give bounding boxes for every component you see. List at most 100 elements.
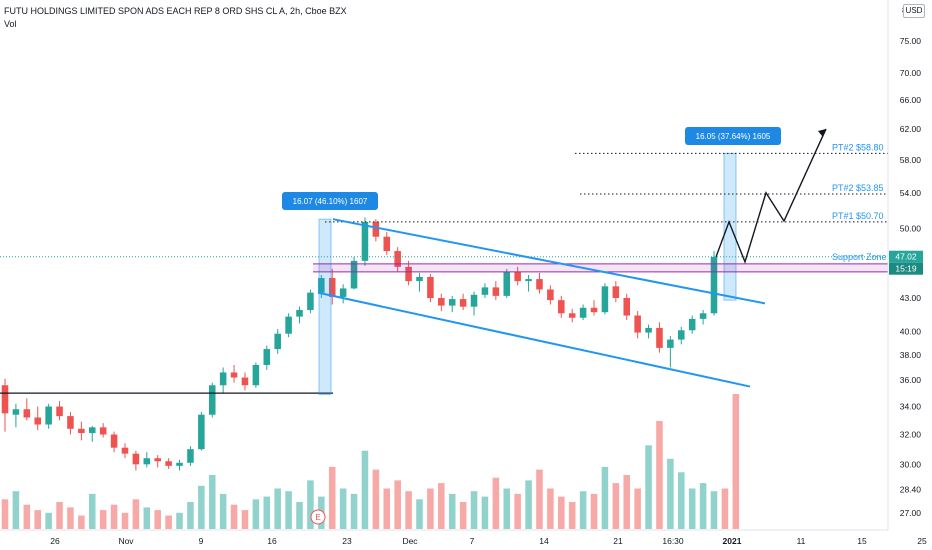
candle (710, 251, 718, 316)
candle (230, 364, 238, 383)
candle (241, 372, 249, 391)
candle-body (252, 364, 260, 386)
volume-bar (56, 502, 63, 529)
candle-body (536, 279, 543, 290)
candle-body (394, 251, 401, 267)
time-tick-label: 21 (613, 536, 623, 546)
candle-body (318, 278, 325, 293)
channel-lower-line (317, 291, 751, 388)
volume-bar (688, 488, 696, 529)
candle (274, 329, 281, 354)
volume-bar (568, 502, 576, 529)
candle-body (78, 428, 85, 434)
volume-bar (208, 475, 216, 529)
candle (132, 450, 140, 471)
time-tick-label: 7 (470, 536, 475, 546)
currency-button[interactable]: USD (903, 4, 925, 18)
volume-bar (361, 450, 369, 529)
price-tick-label: 27.00 (900, 508, 922, 518)
candle (699, 309, 707, 325)
candle (678, 326, 685, 345)
candle-body (121, 447, 129, 454)
candle (427, 273, 434, 303)
volume-bar (503, 488, 511, 529)
candle-body (634, 315, 641, 333)
candle (536, 272, 543, 294)
candle-body (678, 330, 685, 340)
volume-bar (416, 499, 423, 529)
candle (154, 455, 161, 468)
candle (416, 272, 423, 292)
channel-upper-line (332, 218, 766, 305)
candle (78, 421, 85, 441)
volume-bar (165, 515, 172, 529)
candle-body (143, 458, 151, 465)
candle (23, 398, 31, 421)
volume-bar (470, 491, 478, 529)
target-label: PT#2 $53.85 (832, 183, 884, 193)
price-tick-label: 38.00 (900, 350, 922, 360)
volume-bar (252, 499, 260, 529)
candle-body (88, 427, 96, 434)
candle (481, 283, 489, 299)
candle (470, 291, 478, 316)
candle (219, 367, 227, 394)
candle-body (623, 298, 631, 316)
volume-bar (634, 488, 641, 529)
candle-body (12, 409, 20, 415)
candle-body (492, 287, 500, 296)
price-tick-label: 40.00 (900, 326, 922, 336)
price-tick-label: 75.00 (900, 36, 922, 46)
price-tick-label: 36.00 (900, 375, 922, 385)
volume-bar (45, 512, 52, 529)
volume-bar (394, 480, 401, 529)
candle-body (99, 427, 107, 435)
volume-bar (656, 421, 663, 529)
candle-body (547, 289, 554, 301)
time-tick-label: Dec (402, 536, 418, 546)
volume-bar (699, 483, 707, 529)
candle (12, 403, 20, 428)
volume-bar (623, 475, 631, 529)
measure-box (318, 218, 332, 395)
candle (579, 304, 587, 321)
candle-body (427, 277, 434, 299)
price-tick-label: 28.40 (900, 485, 922, 495)
volume-bar (176, 512, 183, 529)
volume-bar (525, 480, 532, 529)
volume-bar (132, 499, 140, 529)
earnings-marker-label: E (315, 513, 320, 522)
volume-bar (372, 469, 380, 529)
volume-bar (601, 466, 609, 529)
candle (623, 293, 631, 321)
volume-bar (514, 493, 521, 529)
candle (88, 425, 96, 442)
candle-body (514, 271, 521, 282)
volume-bar (143, 507, 151, 529)
volume-bar (558, 496, 565, 529)
candle-body (579, 307, 587, 318)
volume-bar (481, 496, 489, 529)
candle (121, 443, 129, 459)
candle-body (67, 416, 74, 429)
candle-body (438, 298, 445, 306)
candle-body (503, 271, 511, 296)
candle-body (350, 260, 358, 289)
candle (339, 284, 347, 304)
measure-label-bg (685, 127, 781, 145)
candle (263, 345, 271, 370)
candle-body (241, 377, 249, 386)
time-tick-label: 23 (342, 536, 352, 546)
volume-label: Vol (4, 19, 17, 29)
candle (176, 459, 183, 471)
candle (612, 281, 620, 303)
candle (383, 232, 391, 255)
candle-body (56, 406, 63, 417)
candle (45, 403, 52, 429)
price-tick-label: 32.00 (900, 430, 922, 440)
projection-path (715, 128, 827, 264)
volume-bar (307, 480, 314, 529)
volume-bar (154, 510, 161, 529)
candle (525, 274, 532, 292)
